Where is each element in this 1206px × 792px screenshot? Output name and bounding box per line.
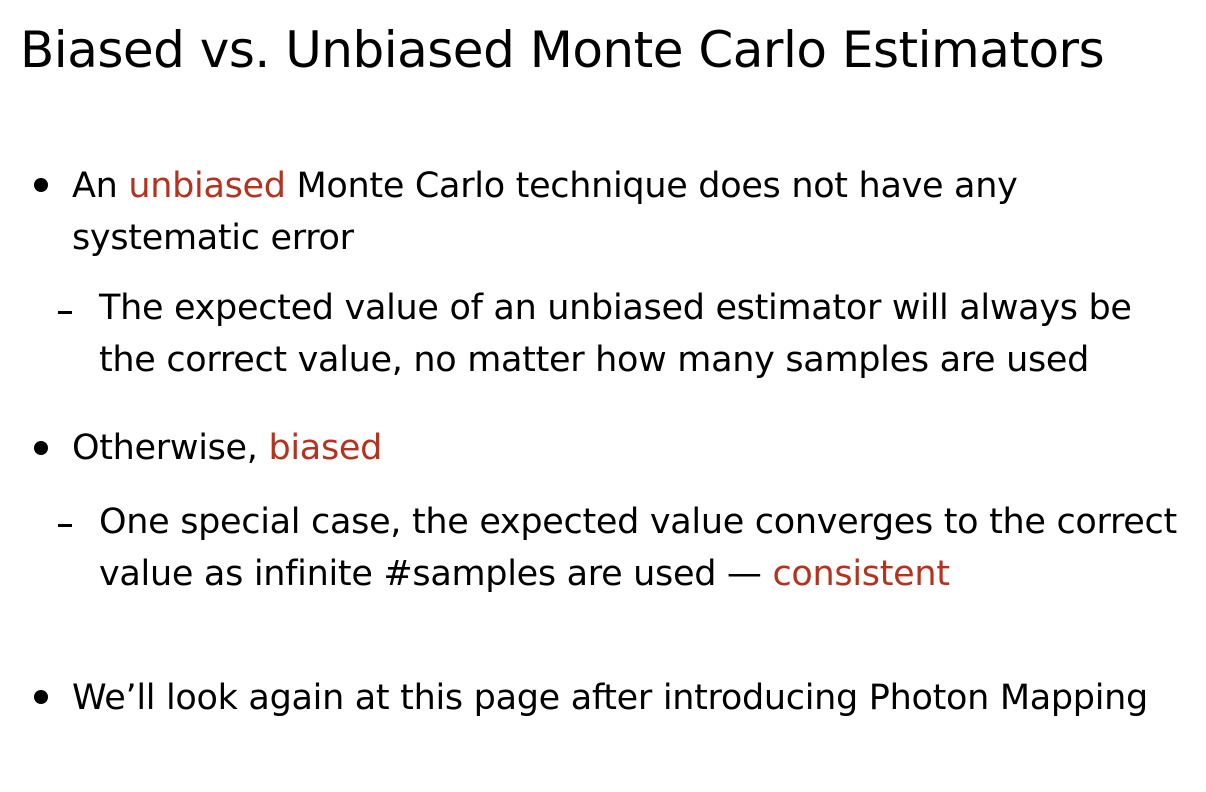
sub-bullet-item-1: The expected value of an unbiased estima…	[99, 282, 1194, 386]
bullet-dot-2	[34, 441, 48, 455]
term-consistent: consistent	[772, 554, 950, 594]
bullet-item-2: Otherwise, biased	[72, 422, 1182, 474]
term-biased: biased	[268, 428, 383, 468]
bullet-item-1: An unbiased Monte Carlo technique does n…	[72, 160, 1182, 264]
bullet-dot-3	[34, 690, 48, 704]
bullet-3-text: We’ll look again at this page after intr…	[72, 678, 1148, 718]
bullet-1-text-pre: An	[72, 166, 129, 206]
sub-bullet-2-text-pre: One special case, the expected value con…	[99, 502, 1177, 594]
sub-bullet-1-text: The expected value of an unbiased estima…	[99, 288, 1132, 380]
sub-bullet-item-2: One special case, the expected value con…	[99, 496, 1194, 600]
bullet-item-3: We’ll look again at this page after intr…	[72, 672, 1182, 724]
bullet-dot-1	[34, 178, 48, 192]
sub-bullet-dash-1	[58, 311, 72, 314]
bullet-1-text-post: Monte Carlo technique does not have any …	[72, 166, 1018, 258]
bullet-2-text-pre: Otherwise,	[72, 428, 269, 468]
sub-bullet-dash-2	[58, 524, 72, 527]
slide-title: Biased vs. Unbiased Monte Carlo Estimato…	[20, 21, 1105, 79]
term-unbiased: unbiased	[128, 166, 286, 206]
